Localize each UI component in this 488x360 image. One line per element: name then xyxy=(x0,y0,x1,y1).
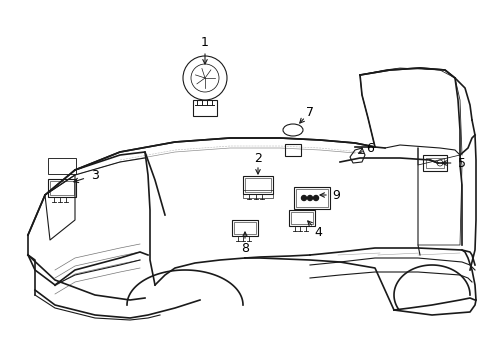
Text: 4: 4 xyxy=(313,225,321,239)
Bar xyxy=(290,212,312,224)
Text: 5: 5 xyxy=(457,157,465,170)
Text: 1: 1 xyxy=(201,36,208,49)
Bar xyxy=(243,176,272,194)
Text: 2: 2 xyxy=(254,152,262,165)
Circle shape xyxy=(313,195,318,201)
Bar xyxy=(295,189,327,207)
Circle shape xyxy=(307,195,312,201)
Bar xyxy=(48,158,76,174)
Bar xyxy=(288,210,314,226)
Bar xyxy=(422,155,446,171)
Text: 3: 3 xyxy=(91,168,99,181)
Bar xyxy=(285,144,301,156)
Text: 9: 9 xyxy=(331,189,339,202)
Text: 6: 6 xyxy=(366,141,373,154)
Bar xyxy=(244,178,270,192)
Bar xyxy=(48,179,76,197)
Text: 7: 7 xyxy=(305,105,313,118)
Bar xyxy=(234,222,256,234)
Bar xyxy=(193,100,217,116)
Bar xyxy=(50,181,74,195)
Bar xyxy=(231,220,258,236)
Bar xyxy=(293,187,329,209)
Text: 8: 8 xyxy=(241,242,248,255)
Circle shape xyxy=(301,195,306,201)
Bar xyxy=(243,190,272,198)
Bar xyxy=(425,158,443,168)
